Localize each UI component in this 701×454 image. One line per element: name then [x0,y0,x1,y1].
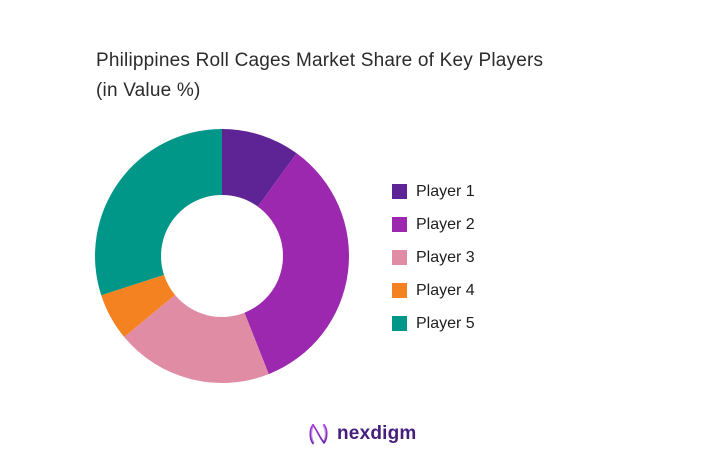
legend-label: Player 3 [416,248,475,266]
legend-swatch-icon [392,217,407,232]
legend-label: Player 4 [416,281,475,299]
logo-text: nexdigm [337,423,417,444]
legend-label: Player 5 [416,314,475,332]
chart-title-line1: Philippines Roll Cages Market Share of K… [96,50,544,71]
legend-item: Player 3 [392,248,475,266]
legend-item: Player 1 [392,182,475,200]
legend-item: Player 5 [392,314,475,332]
nexdigm-logo: nexdigm [307,421,417,447]
chart-title: Philippines Roll Cages Market Share of K… [96,46,636,106]
legend-label: Player 2 [416,215,475,233]
chart-title-line2: (in Value %) [96,80,201,101]
legend-swatch-icon [392,184,407,199]
donut-segment-player-5 [95,129,222,296]
legend-swatch-icon [392,316,407,331]
legend-item: Player 2 [392,215,475,233]
n-wave-icon [309,423,328,445]
legend-swatch-icon [392,250,407,265]
legend-swatch-icon [392,283,407,298]
donut-segment-player-3 [124,294,269,383]
legend-item: Player 4 [392,281,475,299]
legend-label: Player 1 [416,182,475,200]
chart-legend: Player 1 Player 2 Player 3 Player 4 Player 5 [392,182,475,349]
donut-segment-player-2 [244,153,350,375]
donut-chart-area [95,129,350,383]
donut-segment-player-4 [101,274,175,337]
donut-segment-player-1 [222,129,297,207]
donut-chart [95,129,350,383]
